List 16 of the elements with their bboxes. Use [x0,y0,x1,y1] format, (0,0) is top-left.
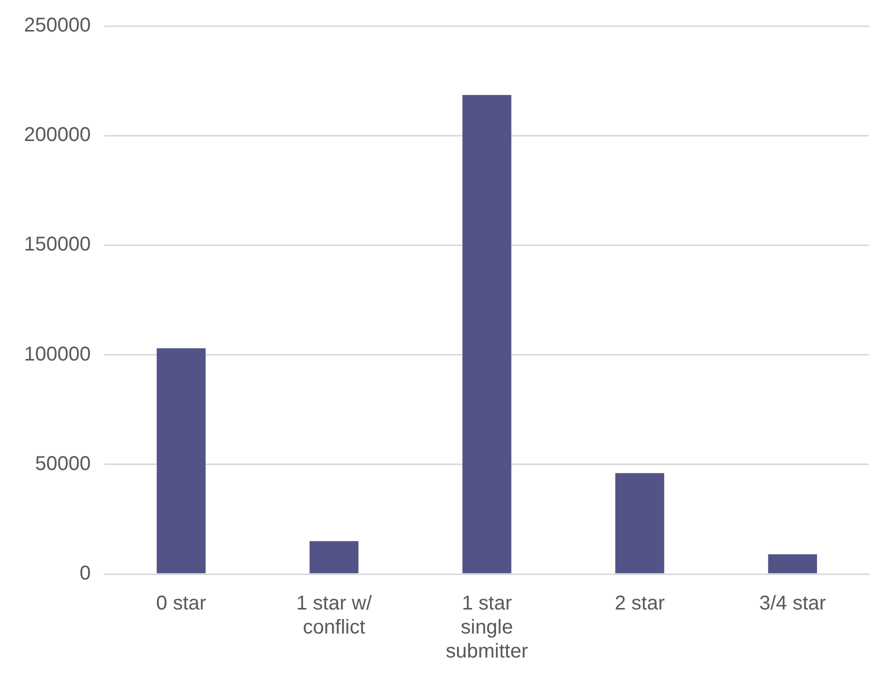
y-tick-label: 50000 [35,452,91,475]
y-tick-label: 100000 [24,343,91,366]
y-tick-label: 0 [80,562,91,585]
y-tick-label: 250000 [24,14,91,37]
x-tick-label: 3/4 star [759,592,826,615]
x-tick-label: 1 star w/ conflict [296,592,372,639]
x-tick-label: 1 star single submitter [446,592,528,663]
bar [310,541,358,574]
bar [768,554,818,574]
bar [615,473,664,574]
bar [156,348,206,574]
y-tick-label: 200000 [24,124,91,146]
x-tick-label: 0 star [156,592,207,615]
bar [462,95,512,574]
y-tick-label: 150000 [24,234,91,256]
x-tick-label: 2 star [614,592,666,615]
